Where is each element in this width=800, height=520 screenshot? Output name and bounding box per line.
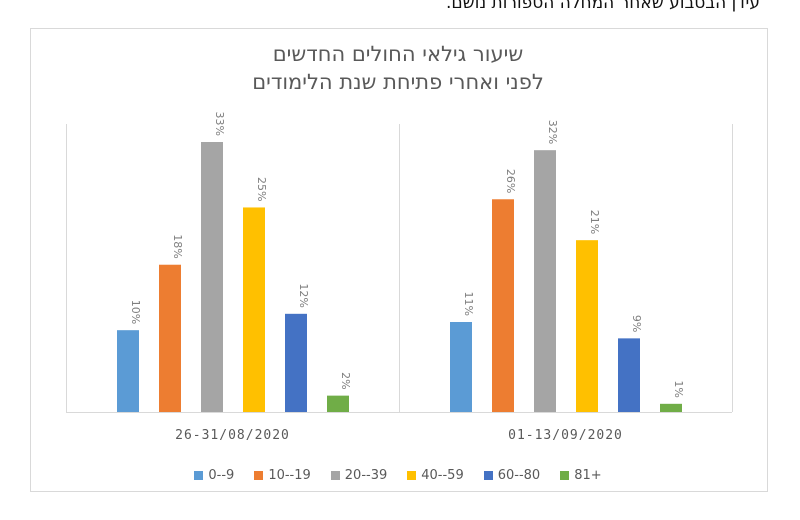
legend-swatch: [194, 471, 204, 480]
bar-60-80-group-2: [618, 338, 640, 412]
chart-title: שיעור גילאי החולים החדשים לפני ואחרי פתי…: [30, 40, 766, 96]
legend-swatch: [483, 471, 493, 480]
bar-60-80-group-1: [285, 313, 307, 412]
legend-label: 10--19: [268, 468, 311, 483]
legend-label: 0--9: [208, 468, 235, 483]
data-label: 21%: [588, 210, 601, 234]
legend-item: 60--80: [483, 468, 541, 483]
data-label: 12%: [297, 283, 310, 307]
legend-label: 81+: [574, 468, 602, 483]
bar-81--group-2: [660, 403, 682, 412]
data-label: 32%: [546, 120, 559, 144]
chart-title-line-1: שיעור גילאי החולים החדשים: [272, 42, 524, 66]
data-label: 10%: [129, 300, 142, 324]
bar-10-19-group-2: [492, 199, 514, 412]
bar-10-19-group-1: [159, 264, 181, 412]
legend-label: 20--39: [344, 468, 388, 483]
data-label: 25%: [255, 177, 268, 201]
legend-label: 40--59: [421, 468, 464, 483]
bar-20-39-group-2: [534, 150, 556, 412]
legend-label: 60--80: [497, 468, 541, 483]
data-label: 1%: [672, 380, 685, 397]
legend-item: 20--39: [330, 468, 388, 483]
data-label: 26%: [504, 169, 517, 193]
bar-81--group-1: [327, 395, 349, 412]
x-tick-label: 26-31/08/2020: [175, 428, 290, 443]
legend-swatch: [407, 471, 417, 480]
data-label: 11%: [462, 292, 475, 316]
legend-item: 40--59: [407, 468, 464, 483]
bar-20-39-group-1: [201, 142, 223, 412]
data-label: 33%: [213, 112, 226, 136]
chart-title-line-2: לפני ואחרי פתיחת שנת הלימודים: [252, 70, 544, 94]
legend-swatch: [560, 471, 570, 480]
page-top-text: עידן הבטבוע שאחר המחלה הספורות נושם.: [445, 0, 760, 13]
data-label: 9%: [630, 315, 643, 332]
data-label: 18%: [171, 234, 184, 258]
bar-0-9-group-2: [450, 322, 472, 412]
legend-item: 10--19: [254, 468, 311, 483]
chart-legend: 0--9 10--19 20--39 40--59 60--80 81+: [30, 468, 766, 483]
bar-40-59-group-2: [576, 240, 598, 412]
x-tick-label: 01-13/09/2020: [508, 428, 623, 443]
legend-swatch: [330, 471, 340, 480]
bar-0-9-group-1: [117, 330, 139, 412]
legend-item: 81+: [560, 468, 602, 483]
legend-item: 0--9: [194, 468, 234, 483]
data-label: 2%: [339, 372, 352, 389]
legend-swatch: [254, 471, 264, 480]
bar-40-59-group-1: [243, 207, 265, 412]
